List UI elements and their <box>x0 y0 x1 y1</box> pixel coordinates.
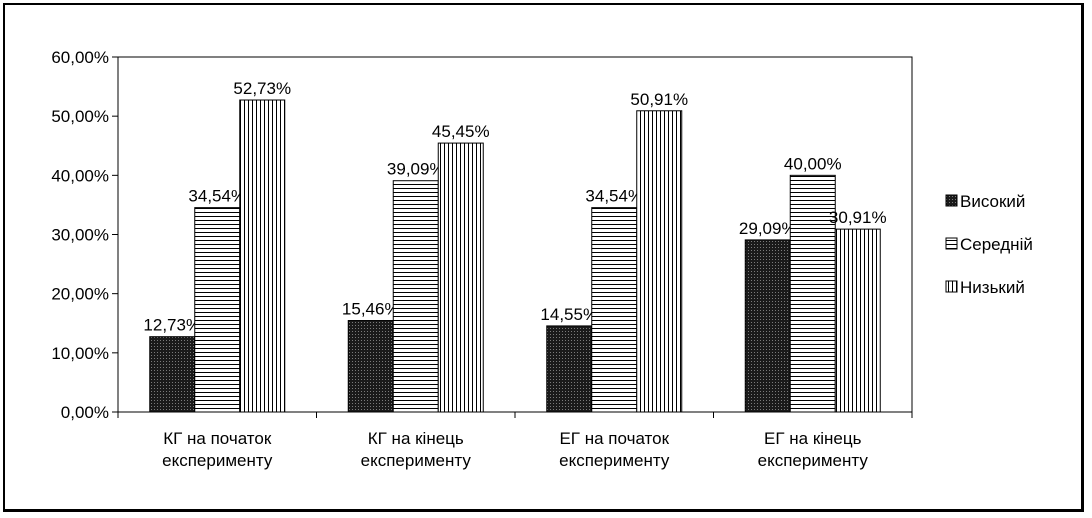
y-tick-label: 0,00% <box>61 403 109 422</box>
bar <box>834 228 881 413</box>
x-category-label: експерименту <box>162 451 273 470</box>
legend-swatch <box>945 280 958 293</box>
x-category-label: КГ на початок <box>163 429 272 448</box>
bar <box>239 99 286 413</box>
x-category-label: КГ на кінець <box>368 429 464 448</box>
data-label: 29,09% <box>739 219 797 238</box>
bar <box>789 174 836 413</box>
data-label: 30,91% <box>829 208 887 227</box>
x-category-label: експерименту <box>758 451 869 470</box>
data-label: 52,73% <box>233 79 291 98</box>
data-label: 15,46% <box>342 300 400 319</box>
data-label: 40,00% <box>784 154 842 173</box>
bar <box>347 320 394 413</box>
chart-frame <box>3 3 1084 512</box>
bar <box>194 207 241 413</box>
data-label: 14,55% <box>540 305 598 324</box>
y-tick-label: 30,00% <box>51 226 109 245</box>
legend-label: Високий <box>960 192 1025 211</box>
data-label: 45,45% <box>432 122 490 141</box>
plot-area: 0,00% 10,00% 20,00% 30,00% 40,00% 50,00% 60,00… <box>51 48 913 470</box>
bar <box>744 239 791 413</box>
y-tick-label: 50,00% <box>51 107 109 126</box>
x-category-label: ЕГ на кінець <box>764 429 862 448</box>
y-tick-label: 60,00% <box>51 48 109 67</box>
bar <box>546 325 593 413</box>
x-category-label: ЕГ на початок <box>559 429 669 448</box>
y-tick-label: 20,00% <box>51 285 109 304</box>
data-label: 50,91% <box>630 90 688 109</box>
data-label: 12,73% <box>143 316 201 335</box>
bar <box>437 142 484 413</box>
x-category-label: експерименту <box>361 451 472 470</box>
data-label: 34,54% <box>188 187 246 206</box>
y-tick-label: 40,00% <box>51 166 109 185</box>
legend: Високий Середній Низький <box>945 192 1033 297</box>
data-label: 39,09% <box>387 160 445 179</box>
legend-swatch <box>945 194 958 207</box>
legend-label: Середній <box>960 235 1033 254</box>
data-label: 34,54% <box>585 187 643 206</box>
x-category-label: експерименту <box>559 451 670 470</box>
bar <box>591 207 638 413</box>
y-tick-label: 10,00% <box>51 344 109 363</box>
legend-label: Низький <box>960 278 1025 297</box>
bar <box>392 180 439 413</box>
bar <box>636 110 683 413</box>
legend-swatch <box>945 237 958 250</box>
bar <box>149 336 196 413</box>
